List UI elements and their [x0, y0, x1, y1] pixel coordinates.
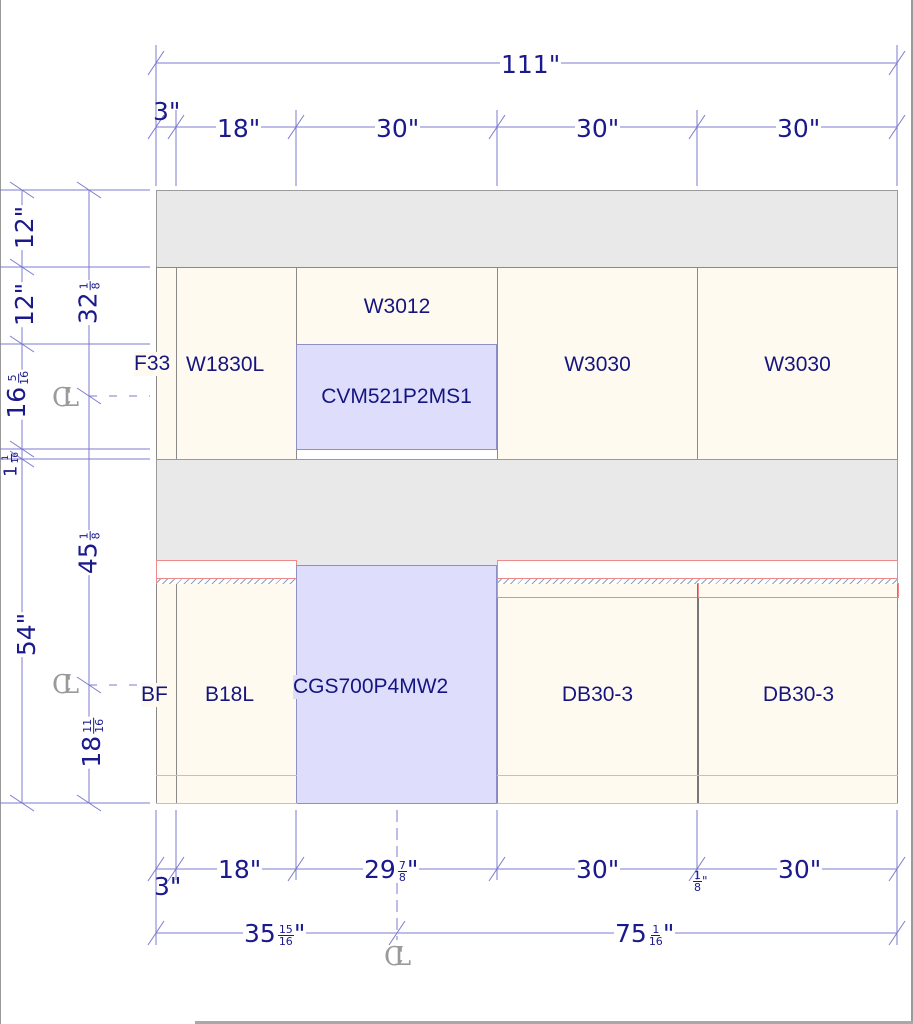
- toe-kick-right: [497, 775, 898, 804]
- dim-bottom-filler: 3": [154, 872, 182, 901]
- countertop-right[interactable]: [497, 560, 898, 579]
- wall-cabinet-w3030-1[interactable]: W3030: [497, 267, 698, 460]
- dim-top-30-b: 30": [575, 114, 621, 143]
- dim-left-soffit: 12": [10, 204, 40, 251]
- dim-left-inner-18: 18 11 16: [77, 716, 107, 769]
- centerline-icon-microwave: CL: [52, 383, 79, 413]
- dim-bottom-to-centerline: 35 15 16 ": [243, 919, 307, 948]
- dim-left-54: 54": [12, 611, 42, 658]
- cabinet-label: W3030: [564, 353, 631, 376]
- dim-top-30-a: 30": [375, 114, 421, 143]
- frame-border-right: [911, 0, 913, 1024]
- dim-bottom-from-centerline: 75 1 16 ": [614, 919, 676, 948]
- drawer-rail: [497, 583, 698, 598]
- cabinet-label: DB30-3: [762, 683, 835, 706]
- frame-border-left: [0, 0, 1, 1024]
- dim-top-30-c: 30": [776, 114, 822, 143]
- dim-fraction: 1 16: [0, 452, 21, 464]
- drawer-rail: [698, 583, 899, 598]
- dim-left-w3012: 12": [10, 281, 40, 328]
- frame-border-bottom: [195, 1021, 913, 1024]
- cabinet-label: W3030: [764, 353, 831, 376]
- dim-bottom-30-b: 30": [777, 855, 823, 884]
- wall-cabinet-w3030-2[interactable]: W3030: [697, 267, 898, 460]
- dim-bottom-18: 18": [217, 855, 263, 884]
- base-cabinet-b18l[interactable]: B18L: [176, 584, 297, 804]
- base-cabinet-db30-3-2[interactable]: DB30-3: [697, 583, 899, 804]
- wall-cabinet-w3012[interactable]: W3012: [296, 267, 498, 345]
- appliance-label: CGS700P4MW2: [293, 675, 449, 699]
- cabinet-label: W3012: [363, 295, 431, 318]
- dim-fraction: 5 16: [5, 370, 31, 385]
- toe-kick-left: [156, 775, 297, 804]
- centerline-icon-range-height: CL: [52, 670, 79, 700]
- cabinet-label: W1830L: [186, 353, 265, 376]
- cabinet-label: B18L: [205, 683, 255, 706]
- centerline-icon-range: CL: [384, 942, 411, 972]
- dim-bottom-range: 29 7 8 ": [363, 855, 420, 884]
- soffit-wall-band: [156, 190, 898, 268]
- dim-bottom-gap: 1 8 ": [693, 869, 708, 894]
- base-filler-label: BF: [141, 683, 168, 707]
- dim-fraction: 1 16: [648, 922, 663, 948]
- dim-top-filler: 3": [153, 97, 181, 126]
- microwave-cvm521p2ms1[interactable]: CVM521P2MS1: [296, 344, 497, 450]
- backsplash-wall: [156, 459, 898, 567]
- dim-left-inner-45: 45 1 8: [73, 530, 103, 576]
- countertop-left[interactable]: [156, 560, 297, 579]
- dim-whole: 1: [0, 465, 22, 477]
- dim-left-microwave: 16 5 16: [2, 369, 32, 420]
- wall-cabinet-w1830l[interactable]: W1830L: [176, 267, 297, 460]
- dim-top-18: 18": [216, 114, 262, 143]
- dim-left-gap: 1 1 16: [0, 451, 22, 478]
- range-cgs700p4mw2[interactable]: CGS700P4MW2: [293, 565, 497, 804]
- base-cabinet-db30-3-1[interactable]: DB30-3: [497, 583, 698, 804]
- cabinet-label: DB30-3: [561, 683, 634, 706]
- wall-filler-label: F33: [134, 352, 171, 376]
- dim-left-inner-32: 32 1 8: [73, 280, 103, 326]
- dim-overall-width: 111": [500, 50, 562, 79]
- appliance-label: CVM521P2MS1: [321, 385, 472, 408]
- dim-fraction: 15 16: [277, 922, 294, 948]
- dim-fraction: 11 16: [80, 717, 106, 734]
- dim-bottom-30-a: 30": [575, 855, 621, 884]
- dim-whole: 16: [2, 386, 32, 419]
